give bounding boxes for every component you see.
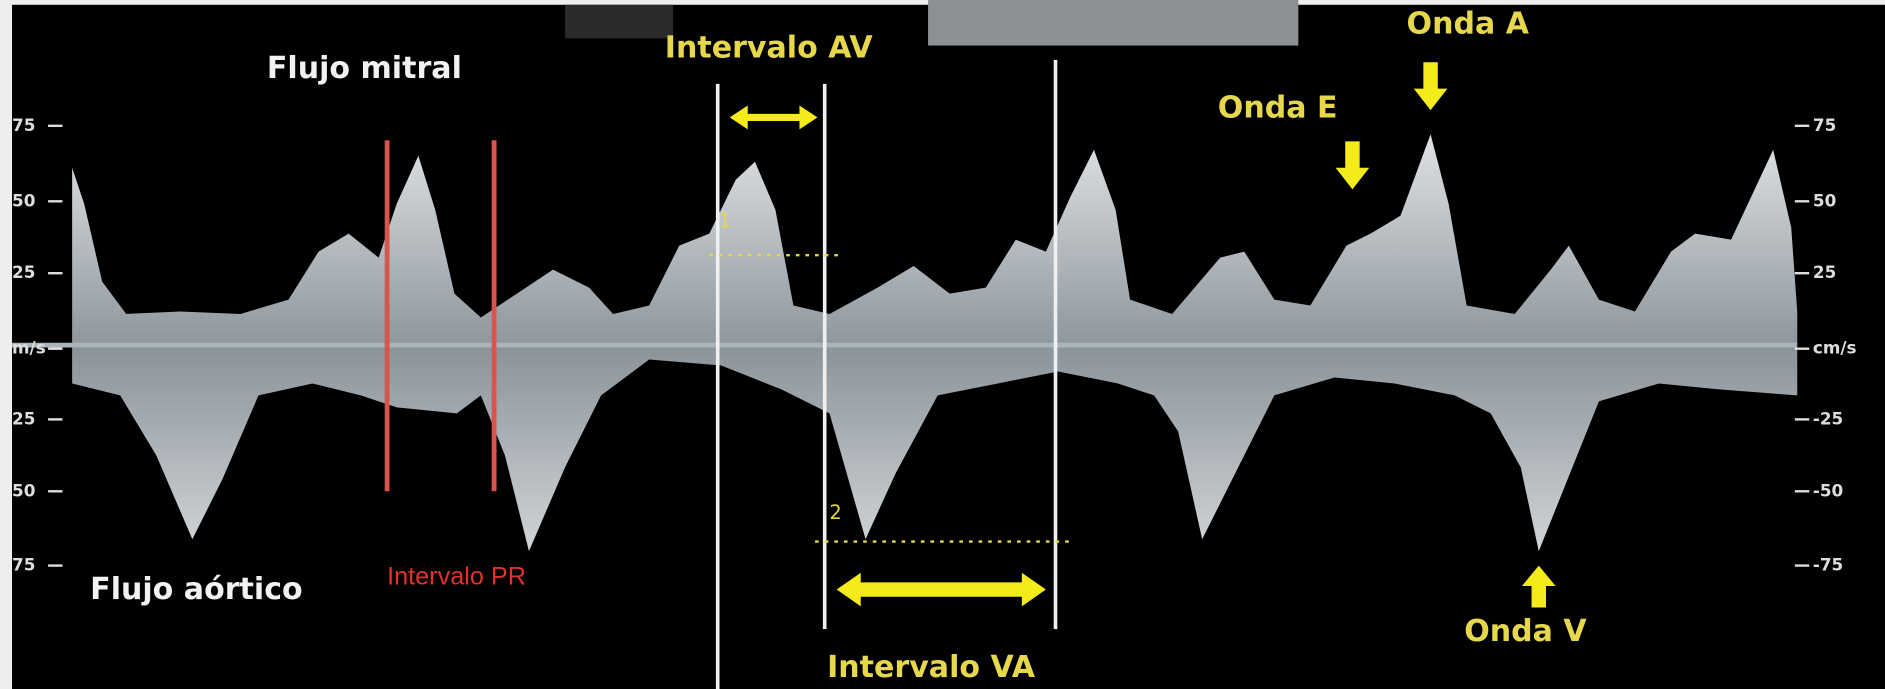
wave-v-label: Onda V: [1464, 614, 1587, 649]
left-axis-label: 50: [12, 480, 35, 500]
right-axis-label: 25: [1813, 262, 1836, 282]
left-axis-label: 50: [12, 190, 35, 210]
right-axis-label: 75: [1813, 115, 1836, 135]
va-label: Intervalo VA: [827, 650, 1036, 685]
aortic-label: Flujo aórtico: [90, 572, 302, 607]
thumbnail-edge: [565, 5, 673, 39]
left-axis-label: m/s: [12, 338, 46, 358]
ultrasound-thumbnail: [928, 0, 1298, 46]
right-axis-label: -75: [1813, 555, 1843, 575]
left-axis-label: 75: [12, 115, 35, 135]
doppler-figure: Flujo mitral Flujo aórtico Intervalo PR …: [0, 0, 1885, 689]
caliper-marker: 2: [829, 501, 841, 524]
wave-e-label: Onda E: [1218, 90, 1338, 125]
mitral-label: Flujo mitral: [267, 51, 462, 86]
caliper-marker: 1: [719, 210, 731, 233]
left-axis-label: 25: [12, 262, 35, 282]
right-axis-label: 50: [1813, 190, 1836, 210]
av-label: Intervalo AV: [665, 31, 874, 66]
right-axis-label: -25: [1813, 408, 1843, 428]
right-axis-label: -50: [1813, 480, 1843, 500]
left-axis-label: 25: [12, 408, 35, 428]
wave-a-label: Onda A: [1407, 7, 1530, 42]
left-axis-label: 75: [12, 555, 35, 575]
right-axis-label: cm/s: [1813, 338, 1857, 358]
pr-label: Intervalo PR: [387, 563, 526, 591]
